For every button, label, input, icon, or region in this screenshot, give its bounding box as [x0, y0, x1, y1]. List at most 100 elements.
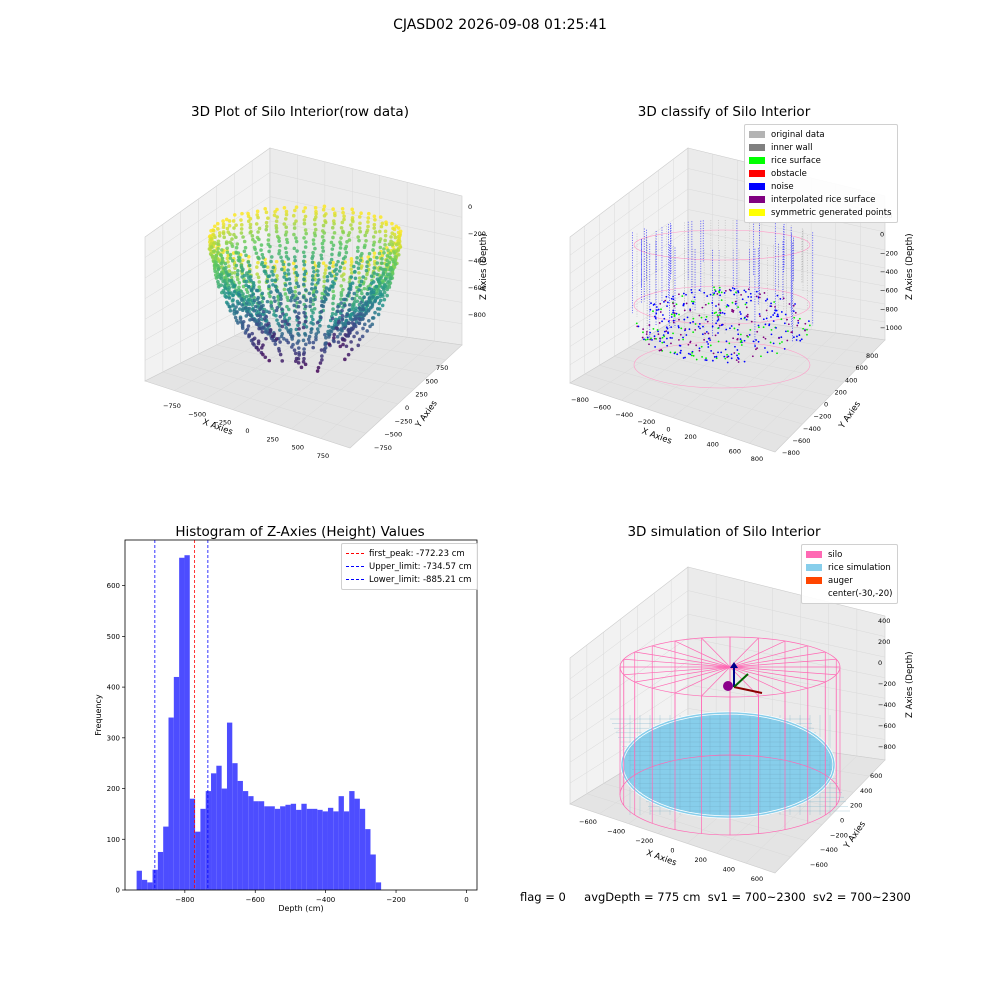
point [375, 296, 379, 300]
point [239, 231, 244, 235]
y-tick-label: 400 [860, 787, 872, 795]
point [323, 341, 328, 346]
point [269, 301, 274, 305]
point [652, 304, 655, 306]
point [275, 274, 279, 278]
plot1-zlabel: Z Axies (Depth) [479, 233, 489, 300]
point [366, 216, 371, 220]
z-tick-label: −800 [468, 311, 486, 319]
point [285, 295, 290, 300]
point [293, 258, 297, 263]
point [279, 334, 284, 339]
point [792, 304, 795, 307]
point [336, 259, 340, 264]
point [683, 309, 686, 312]
point [264, 210, 269, 215]
z-tick-label: −600 [878, 722, 896, 730]
point [255, 213, 260, 217]
point [759, 293, 761, 296]
point [241, 235, 245, 239]
point [342, 266, 347, 270]
point [360, 291, 364, 296]
legend-swatch [806, 590, 822, 597]
point [293, 285, 298, 290]
point [301, 295, 306, 299]
point [339, 225, 344, 230]
point [232, 309, 236, 313]
point [666, 344, 669, 347]
point [232, 284, 237, 288]
point [359, 211, 363, 215]
point [294, 359, 298, 364]
point [802, 327, 805, 330]
point [383, 229, 388, 234]
x-tick-label: −200 [637, 418, 655, 426]
point [720, 291, 723, 294]
z-tick-label: −200 [468, 230, 486, 238]
point [717, 303, 720, 306]
point [227, 264, 231, 268]
point [261, 255, 266, 260]
z-tick-label: 0 [880, 231, 884, 239]
point [392, 251, 397, 255]
point [382, 286, 386, 290]
point [372, 266, 377, 270]
point [357, 226, 362, 230]
point [321, 261, 326, 266]
z-tick-label: −600 [468, 284, 486, 292]
point [294, 239, 299, 244]
point [319, 309, 324, 314]
point [659, 302, 662, 305]
point [323, 332, 327, 337]
point [283, 246, 288, 250]
point [219, 283, 224, 287]
x-tick-label: −600 [593, 403, 611, 411]
point [287, 277, 292, 281]
point [364, 302, 368, 306]
point [772, 314, 775, 316]
x-tick-label: 0 [666, 426, 670, 434]
point [247, 269, 252, 274]
legend-swatch [806, 551, 822, 558]
point [349, 271, 354, 275]
histogram-bar [226, 722, 233, 890]
point [698, 289, 701, 292]
point [219, 261, 224, 266]
point [379, 275, 383, 280]
point [293, 298, 297, 303]
point [355, 256, 359, 260]
point [357, 316, 361, 321]
point [240, 258, 245, 263]
point [352, 270, 357, 274]
point [323, 220, 328, 225]
point [350, 347, 354, 352]
point [321, 249, 326, 253]
point [210, 237, 214, 241]
point [646, 336, 649, 339]
point [221, 231, 226, 236]
point [270, 255, 274, 259]
y-tick-label: 250 [415, 391, 427, 399]
point [747, 295, 750, 298]
point [329, 240, 334, 245]
point [340, 317, 345, 322]
point [283, 217, 288, 221]
point [219, 276, 224, 281]
point [770, 328, 773, 331]
point [372, 271, 376, 275]
z-tick-label: 0 [878, 659, 882, 667]
point [673, 312, 676, 315]
point [692, 320, 694, 323]
point [725, 305, 728, 308]
legend-label: noise [771, 181, 794, 192]
point [283, 292, 288, 296]
point [704, 359, 707, 361]
point [307, 291, 312, 296]
point [365, 329, 369, 333]
point [322, 349, 327, 354]
point [672, 295, 674, 298]
point [736, 349, 739, 351]
point [280, 259, 284, 263]
point [279, 297, 283, 301]
point [707, 337, 710, 340]
